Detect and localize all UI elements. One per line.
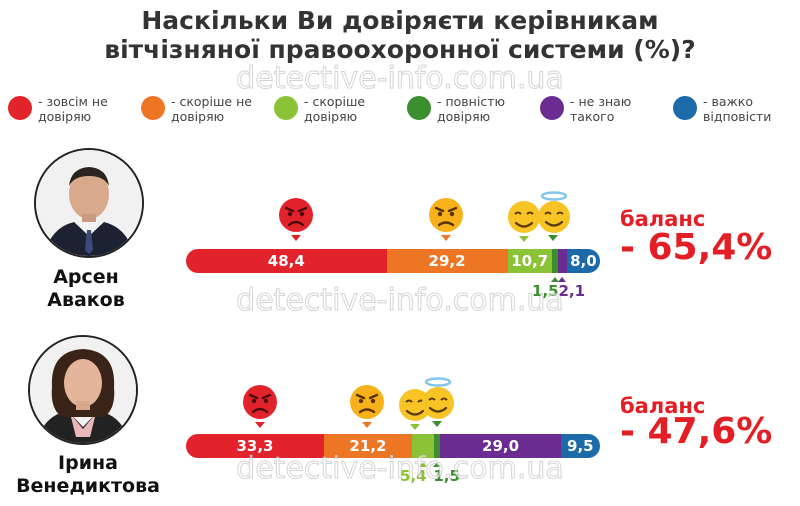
data-label: 33,3 — [236, 437, 274, 455]
bar-segment-dont-know — [440, 434, 562, 458]
legend-swatch — [407, 96, 431, 120]
angry-face-icon — [243, 385, 277, 428]
data-label: 10,7 — [511, 252, 549, 270]
bar-segment-not-trust-at-all — [186, 249, 388, 273]
data-label-pointer — [551, 277, 560, 282]
angel-face-icon — [538, 191, 570, 241]
person-1-last-name: Аваков — [47, 289, 125, 311]
bar-segment-dont-know — [558, 249, 568, 273]
balance-value-person-1: - 65,4% — [620, 227, 773, 268]
data-label: 5,4 — [400, 467, 427, 485]
legend-label: - скоріше не довіряю — [171, 94, 252, 124]
person-2-first-name: Ірина — [58, 452, 118, 474]
bar-segment-rather-not-trust — [386, 249, 509, 273]
data-label-pointer — [433, 462, 442, 467]
data-label: 8,0 — [570, 252, 597, 270]
annoyed-face-icon — [429, 198, 463, 241]
data-label: 1,5 — [433, 467, 460, 485]
title-line-1: Наскільки Ви довіряєти керівникам — [141, 6, 659, 35]
person-1-first-name: Арсен — [53, 266, 119, 288]
smiling-face-icon — [399, 389, 431, 430]
angry-face-icon — [279, 198, 313, 241]
data-label: 29,2 — [428, 252, 466, 270]
annoyed-face-icon — [350, 385, 384, 428]
person-2-last-name: Венедиктова — [16, 475, 160, 497]
bar-segment-rather-trust — [507, 249, 553, 273]
legend-swatch — [274, 96, 298, 120]
smiling-face-icon — [508, 201, 540, 242]
watermark: detective-info.com.ua — [236, 61, 565, 96]
stacked-bar-person-2: 33,3 21,2 29,0 9,5 — [186, 434, 600, 458]
title-line-2: вітчізняної правоохоронної системи (%)? — [104, 35, 696, 64]
balance-label-person-2: баланс — [620, 394, 706, 418]
legend-swatch — [673, 96, 697, 120]
bar-segment-fully-trust — [434, 434, 441, 458]
data-label-pointer — [558, 277, 567, 282]
bar-segment-rather-not-trust — [324, 434, 413, 458]
angel-face-icon — [422, 377, 454, 427]
avatar-person-1 — [34, 148, 144, 258]
legend-swatch — [8, 96, 32, 120]
stacked-bar-person-1: 48,4 29,2 10,7 8,0 — [186, 249, 600, 273]
balance-value-person-2: - 47,6% — [620, 411, 773, 452]
legend-swatch — [141, 96, 165, 120]
bar-segment-hard-to-say — [560, 434, 600, 458]
data-label: 9,5 — [567, 437, 594, 455]
person-name-2: Ірина Венедиктова — [8, 452, 168, 498]
data-label: 21,2 — [349, 437, 387, 455]
data-label: 1,5 — [532, 282, 559, 300]
legend-label: - важко відповісти — [703, 94, 772, 124]
chart-title: Наскільки Ви довіряєти керівникам вітчіз… — [0, 6, 800, 64]
avatar-person-2 — [28, 335, 138, 445]
legend-label: - скоріше довіряю — [304, 94, 366, 124]
legend-label: - зовсім не довіряю — [38, 94, 108, 124]
data-label: 29,0 — [482, 437, 520, 455]
legend-swatch — [540, 96, 564, 120]
data-label: 2,1 — [558, 282, 586, 300]
balance-label-person-1: баланс — [620, 207, 706, 231]
bar-segment-not-trust-at-all — [186, 434, 325, 458]
legend-label: - не знаю такого — [570, 94, 632, 124]
bar-segment-rather-trust — [411, 434, 435, 458]
person-name-1: Арсен Аваков — [26, 266, 146, 312]
bar-segment-hard-to-say — [566, 249, 600, 273]
data-label-pointer — [419, 462, 428, 467]
data-label: 48,4 — [267, 252, 305, 270]
bar-segment-fully-trust — [551, 249, 559, 273]
legend-label: - повністю довіряю — [437, 94, 505, 124]
